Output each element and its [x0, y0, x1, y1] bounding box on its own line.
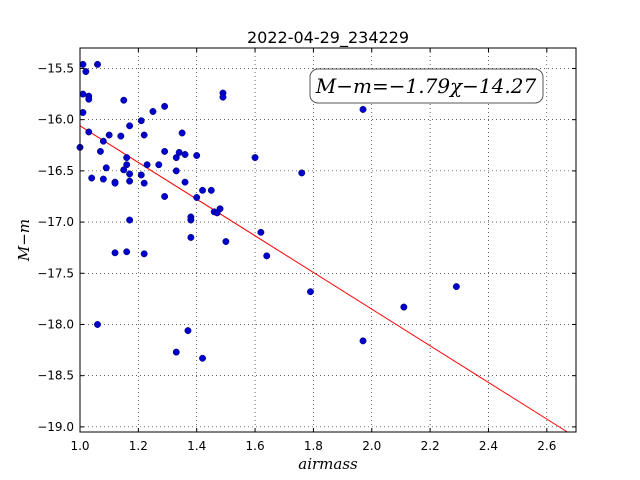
data-point [85, 128, 93, 136]
x-tick-label: 2.6 [537, 439, 556, 453]
data-point [199, 186, 206, 194]
data-point [181, 151, 189, 158]
x-tick-label: 1.2 [129, 439, 148, 453]
data-point [111, 249, 119, 257]
data-point [140, 131, 148, 139]
fit-line-group [79, 125, 568, 433]
x-tick-label: 2.2 [421, 439, 440, 453]
data-point [172, 167, 180, 175]
data-point [126, 216, 134, 224]
data-point [96, 147, 104, 155]
data-point [452, 283, 460, 291]
data-point [400, 303, 408, 311]
data-point [143, 161, 151, 169]
data-point [263, 252, 271, 260]
data-point [257, 228, 265, 236]
annotation-box [309, 68, 544, 104]
data-point [140, 179, 148, 187]
y-tick-label: −16.0 [37, 113, 74, 127]
data-point [219, 93, 227, 101]
data-point [102, 164, 110, 172]
x-axis-label: airmass [298, 455, 358, 473]
data-point [137, 117, 145, 125]
y-axis-ticks: −15.5 −16.0 −16.5 −17.0 −17.5 −18.0 −18.5 −19.0 [37, 61, 576, 434]
y-tick-label: −17.0 [37, 215, 74, 229]
fit-annotation: M−m=−1.79χ−14.27 [309, 68, 544, 104]
data-point [161, 147, 169, 155]
data-point [88, 174, 96, 182]
data-point [94, 321, 101, 328]
data-point [120, 166, 128, 174]
data-point [359, 337, 367, 345]
fit-equation: M−m=−1.79χ−14.27 [315, 74, 537, 98]
data-point [193, 152, 201, 159]
data-point [126, 122, 134, 130]
fit-line [79, 125, 568, 433]
data-point [79, 109, 87, 116]
data-point [172, 348, 180, 356]
y-tick-label: −18.0 [37, 317, 74, 331]
plot-area-frame [79, 47, 577, 433]
data-point [193, 194, 201, 201]
data-point [85, 95, 93, 103]
data-point [82, 68, 90, 76]
data-point [172, 154, 180, 162]
data-point [79, 90, 87, 98]
y-tick-label: −16.5 [37, 164, 74, 178]
data-point [123, 248, 131, 256]
x-tick-label: 1.4 [187, 439, 206, 453]
data-point [99, 175, 107, 183]
grid-lines [79, 48, 576, 432]
data-point [175, 148, 183, 156]
x-tick-label: 2.0 [362, 439, 381, 453]
data-point [123, 154, 131, 162]
x-axis-ticks: 1.0 1.2 1.4 1.6 1.8 2.0 2.2 2.4 2.6 [70, 48, 556, 453]
y-axis-label: M−m [15, 219, 33, 262]
data-point [137, 171, 145, 179]
data-point [187, 216, 195, 224]
x-tick-label: 1.6 [246, 439, 265, 453]
data-point [111, 179, 119, 187]
data-point [184, 327, 192, 335]
data-point [251, 154, 259, 162]
data-points [76, 60, 460, 362]
data-point [155, 161, 163, 169]
data-point [359, 105, 367, 113]
x-tick-label: 2.4 [479, 439, 498, 453]
data-point [79, 60, 87, 68]
data-point [181, 178, 189, 186]
y-tick-label: −17.5 [37, 266, 74, 280]
data-point [140, 250, 148, 258]
data-point [161, 193, 169, 200]
data-point [199, 354, 206, 362]
data-point [94, 60, 101, 68]
y-tick-label: −15.5 [37, 61, 74, 75]
chart-title: 2022-04-29_234229 [247, 28, 409, 48]
data-point [207, 186, 215, 194]
data-point [99, 137, 107, 145]
data-point [123, 161, 131, 169]
data-point [307, 288, 314, 296]
data-point [126, 170, 134, 178]
x-tick-label: 1.0 [70, 439, 89, 453]
data-point [120, 96, 128, 104]
data-point [161, 102, 169, 110]
data-point [298, 169, 306, 177]
data-point [222, 238, 230, 245]
data-point [117, 132, 125, 140]
data-point [178, 129, 186, 137]
data-point [187, 233, 195, 241]
y-tick-label: −18.5 [37, 369, 74, 383]
data-point [126, 177, 134, 185]
x-tick-label: 1.8 [304, 439, 323, 453]
data-point [216, 205, 224, 213]
y-tick-label: −19.0 [37, 420, 74, 434]
data-point [149, 108, 157, 115]
data-point [105, 131, 113, 139]
